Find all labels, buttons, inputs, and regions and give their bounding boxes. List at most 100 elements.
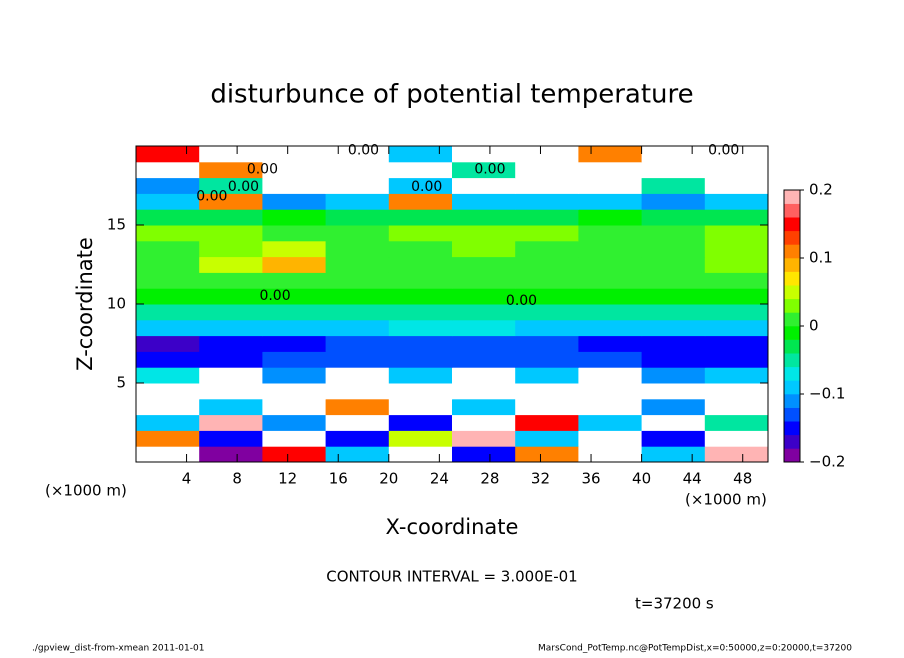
heat-cell <box>136 430 200 447</box>
heat-cell <box>136 288 200 305</box>
heat-cell <box>136 240 200 258</box>
heat-cell <box>515 319 579 337</box>
y-axis-label: Z-coordinate <box>73 237 97 371</box>
colorbar-band <box>784 366 800 381</box>
heat-cell <box>452 319 516 337</box>
heat-cell <box>578 193 643 210</box>
heat-cell <box>262 288 327 305</box>
heat-cell <box>641 367 706 384</box>
colorbar-band <box>784 380 800 395</box>
heat-cell <box>199 383 263 400</box>
x-tick-label: 28 <box>480 470 499 488</box>
heat-cell <box>199 335 263 352</box>
heat-cell <box>641 240 706 258</box>
heat-cell <box>388 161 453 179</box>
y-tick-label: 15 <box>107 216 126 234</box>
heat-cell <box>704 398 769 416</box>
colorbar-band <box>784 353 800 368</box>
heat-cell <box>704 304 769 321</box>
colorbar-band <box>784 230 800 245</box>
heat-cell <box>136 367 200 384</box>
heat-cell <box>136 161 200 179</box>
heat-cell <box>388 225 453 242</box>
heat-cell <box>199 146 263 163</box>
heat-cell <box>388 367 453 384</box>
heat-cell <box>641 319 706 337</box>
y-tick-label: 10 <box>107 295 126 313</box>
heat-cell <box>641 446 706 463</box>
heat-cell <box>515 193 579 210</box>
heat-cell <box>388 446 453 463</box>
x-tick-label: 8 <box>232 470 242 488</box>
heat-cell <box>578 288 643 305</box>
heat-cell <box>641 272 706 289</box>
contour-interval: CONTOUR INTERVAL = 3.000E-01 <box>326 568 577 586</box>
heat-cell <box>388 414 453 431</box>
heat-cell <box>641 146 706 163</box>
heat-cell <box>578 161 643 179</box>
heat-cell <box>578 225 643 242</box>
heat-cell <box>262 414 327 431</box>
heat-cell <box>515 351 579 368</box>
heat-cell <box>262 367 327 384</box>
colorbar-tick-label: 0.2 <box>809 181 833 199</box>
contour-label: 0.00 <box>708 143 739 159</box>
x-axis-label: X-coordinate <box>386 515 519 539</box>
heat-cell <box>515 146 579 163</box>
heat-cell <box>515 446 579 463</box>
heat-cell <box>704 193 769 210</box>
heat-cell <box>641 335 706 352</box>
heat-cell <box>452 161 516 179</box>
heat-cell <box>262 319 327 337</box>
heat-cell <box>704 446 769 463</box>
heat-cell <box>388 430 453 447</box>
heat-cell <box>262 146 327 163</box>
heat-cell <box>325 146 390 163</box>
heat-cell <box>578 335 643 352</box>
heat-cell <box>199 446 263 463</box>
heat-cell <box>262 383 327 400</box>
heat-cell <box>452 225 516 242</box>
heat-cell <box>515 177 579 194</box>
heat-cell <box>199 414 263 431</box>
heat-cell <box>578 146 643 163</box>
heat-cell <box>136 383 200 400</box>
heat-cell <box>578 367 643 384</box>
heat-cell <box>641 288 706 305</box>
heat-cell <box>136 335 200 352</box>
heat-cell <box>262 209 327 226</box>
heat-cell <box>325 383 390 400</box>
heat-cell <box>262 304 327 321</box>
heat-cell <box>515 161 579 179</box>
heat-cell <box>262 193 327 210</box>
colorbar-band <box>784 434 800 449</box>
contour-label: 0.00 <box>196 189 227 205</box>
heat-cell <box>704 209 769 226</box>
heat-cell <box>136 351 200 368</box>
heat-cell <box>452 288 516 305</box>
heat-cell <box>515 414 579 431</box>
contour-label: 0.00 <box>348 143 379 159</box>
heat-cell <box>515 335 579 352</box>
x-tick-label: 4 <box>182 470 192 488</box>
heat-cell <box>641 193 706 210</box>
heat-cell <box>136 177 200 194</box>
heat-cell <box>641 383 706 400</box>
x-tick-label: 36 <box>581 470 600 488</box>
heat-cell <box>262 351 327 368</box>
heat-cell <box>641 256 706 273</box>
heat-cell <box>136 146 200 163</box>
heat-cell <box>515 367 579 384</box>
heat-cell <box>199 209 263 226</box>
heat-cell <box>704 225 769 242</box>
colorbar-tick-label: 0 <box>809 317 819 335</box>
heat-cell <box>704 319 769 337</box>
colorbar-band <box>784 271 800 286</box>
heat-cell <box>262 161 327 179</box>
colorbar-band <box>784 244 800 259</box>
colorbar-band <box>784 339 800 354</box>
heat-cell <box>325 446 390 463</box>
heat-cell <box>199 256 263 273</box>
heat-cell <box>199 193 263 210</box>
colorbar-tick-label: 0.1 <box>809 249 833 267</box>
